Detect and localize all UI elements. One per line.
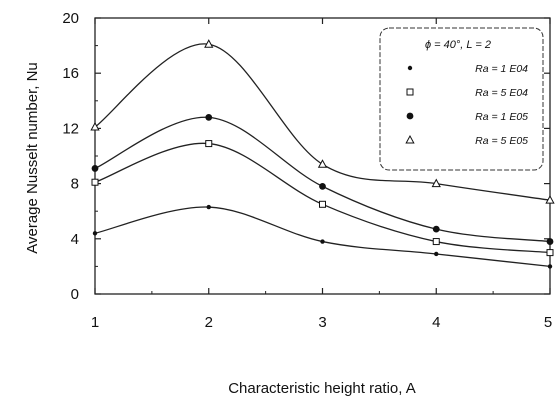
y-tick-label: 16 [62, 65, 79, 82]
series-lines [94, 43, 551, 268]
data-point-series-3 [546, 238, 554, 245]
data-point-series-1 [206, 204, 211, 210]
y-tick-label: 12 [62, 120, 79, 137]
legend-marker-2 [406, 88, 414, 96]
legend-marker-4 [405, 134, 415, 144]
data-markers [90, 39, 555, 269]
y-tick-label: 20 [62, 10, 79, 27]
y-tick-label: 4 [71, 231, 79, 248]
data-point-series-2 [432, 238, 440, 246]
data-point-series-3 [319, 182, 326, 190]
data-point-series-1 [434, 251, 439, 257]
data-point-series-4 [431, 178, 441, 188]
data-point-series-4 [317, 159, 328, 168]
legend-label-2: Ra = 5 E04 [475, 87, 528, 99]
y-tick-label: 0 [71, 286, 79, 303]
data-point-series-3 [205, 113, 213, 121]
data-point-series-4 [204, 39, 214, 48]
legend: ϕ = 40°, L = 2 Ra = 1 E04 Ra = 5 E04 Ra = … [379, 27, 544, 171]
data-point-series-3 [91, 165, 99, 172]
legend-label-1: Ra = 1 E04 [475, 63, 528, 75]
x-tick-label: 1 [91, 314, 99, 331]
x-tick-label: 4 [432, 314, 440, 331]
legend-marker-3 [406, 112, 414, 120]
data-point-series-1 [547, 264, 553, 269]
legend-label-4: Ra = 5 E05 [475, 135, 528, 147]
data-point-series-2 [205, 140, 213, 148]
y-axis-label: Average Nusselt number, Nu [24, 62, 41, 254]
data-point-series-2 [319, 200, 326, 208]
data-point-series-1 [92, 231, 98, 236]
series-line-4 [94, 43, 551, 201]
legend-marker-1 [407, 65, 413, 71]
legend-label-3: Ra = 1 E05 [475, 111, 528, 123]
legend-box [379, 27, 544, 171]
data-point-series-4 [545, 195, 555, 204]
data-point-series-4 [90, 121, 100, 131]
data-point-series-1 [320, 239, 325, 244]
x-axis-label: Characteristic height ratio, A [228, 380, 416, 397]
data-point-series-2 [91, 178, 99, 186]
x-tick-label: 2 [205, 314, 213, 331]
legend-title: ϕ = 40°, L = 2 [425, 39, 491, 51]
data-point-series-3 [432, 225, 440, 233]
x-tick-label: 5 [544, 314, 552, 331]
x-tick-label: 3 [318, 314, 326, 331]
data-point-series-2 [546, 249, 554, 257]
y-tick-label: 8 [71, 176, 79, 193]
